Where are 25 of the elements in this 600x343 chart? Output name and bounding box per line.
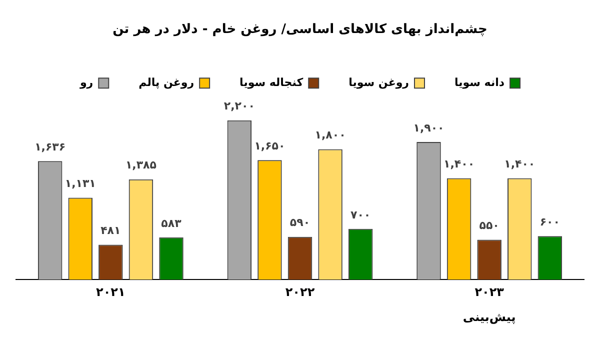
data-label: ۴۸۱ xyxy=(100,224,121,238)
text: پیش‌بینی xyxy=(462,310,516,324)
chart-title: چشم‌انداز بهای کالاهای اساسی/ روغن خام - دلار در هر تن xyxy=(112,22,488,38)
data-label: ۱,۳۸۵ xyxy=(125,158,157,172)
x-tick-label: ۲۰۲۲ xyxy=(285,284,316,299)
data-label: ۵۵۰ xyxy=(479,219,500,232)
data-label: ۶۰۰ xyxy=(540,216,560,229)
legend-label: روغن سویا xyxy=(348,76,410,89)
data-label: ۱,۹۰۰ xyxy=(413,121,444,134)
data-label: ۲,۲۰۰ xyxy=(224,100,255,113)
data-label: ۱,۴۰۰ xyxy=(504,158,536,171)
data-label: ۱,۴۰۰ xyxy=(444,158,475,171)
legend-label: روغن پالم xyxy=(138,76,194,89)
data-label: ۱,۶۵۰ xyxy=(254,140,286,152)
x-tick-label: ۲۰۲۳ xyxy=(474,284,505,299)
data-label: ۷۰۰ xyxy=(350,208,371,222)
data-label: ۱,۶۳۶ xyxy=(34,140,66,154)
data-label: ۱,۸۰۰ xyxy=(314,128,346,142)
data-label: ۱,۱۳۱ xyxy=(64,177,96,190)
legend-label: رو xyxy=(78,76,94,89)
data-label: ۵۸۳ xyxy=(161,216,182,230)
legend-label: کنجاله سویا xyxy=(240,76,304,89)
x-tick-label: ۲۰۲۱ xyxy=(96,284,126,299)
data-label: ۵۹۰ xyxy=(290,216,310,230)
legend-label: دانه سویا xyxy=(454,76,505,89)
